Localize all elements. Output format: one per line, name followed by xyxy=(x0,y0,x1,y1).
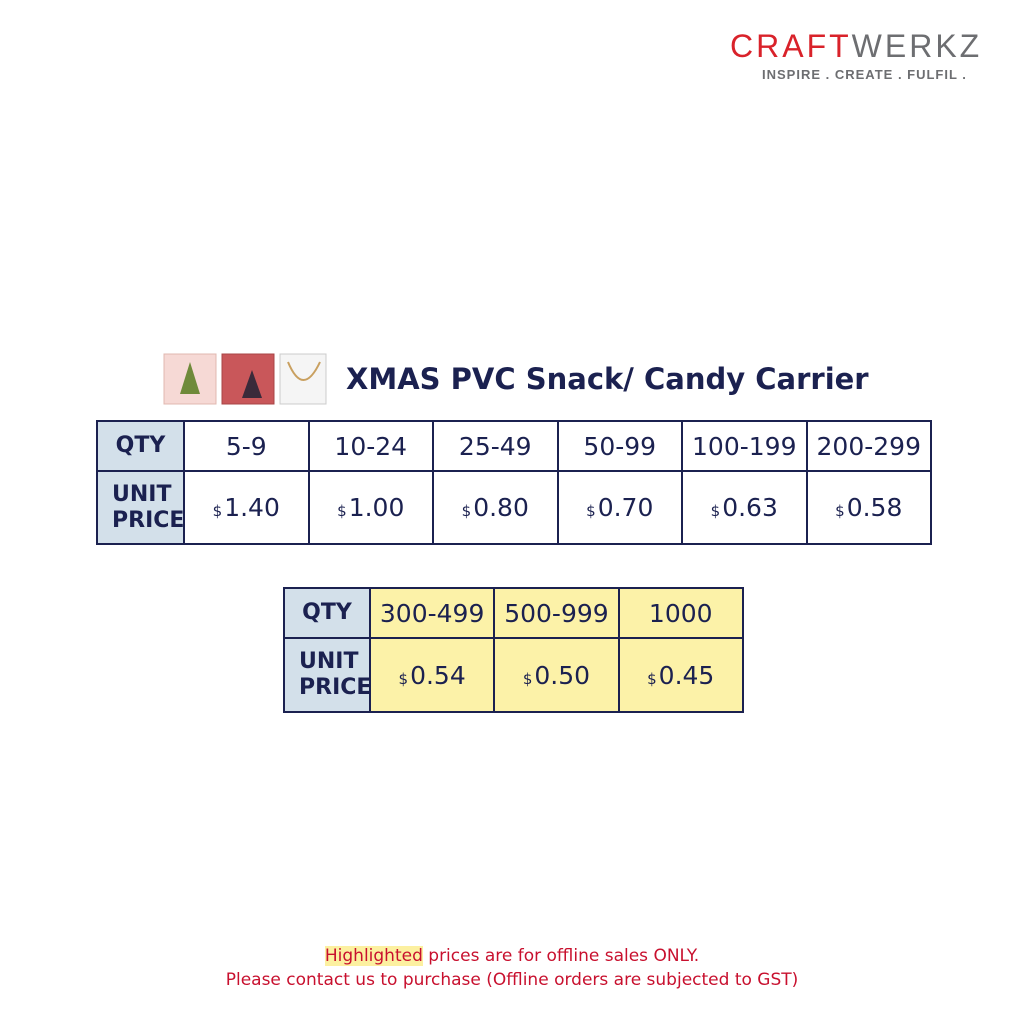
price-cell: $0.50 xyxy=(493,637,620,713)
price-cell: $0.63 xyxy=(681,470,808,545)
qty-cell: 500-999 xyxy=(493,587,620,639)
price: 0.45 xyxy=(658,660,715,690)
qty-cell: 10-24 xyxy=(307,420,434,472)
qty-cell: 1000 xyxy=(617,587,744,639)
currency: $ xyxy=(586,502,596,520)
currency: $ xyxy=(835,502,845,520)
price: 0.54 xyxy=(410,660,466,690)
price: 0.70 xyxy=(597,493,654,522)
price: 0.50 xyxy=(534,660,591,690)
qty-cell: 300-499 xyxy=(368,587,496,639)
price: 1.40 xyxy=(224,493,280,522)
logo-part: WERKZ xyxy=(851,28,983,64)
tagline: INSPIRE . CREATE . FULFIL . xyxy=(762,67,967,82)
qty-row: QTY 5-9 10-24 25-49 50-99 100-199 200-299 xyxy=(96,420,932,472)
qty-row: QTY 300-499 500-999 1000 xyxy=(283,587,744,639)
price-cell: $0.70 xyxy=(556,470,683,545)
price-cell: $0.58 xyxy=(805,470,932,545)
price: 0.63 xyxy=(722,493,778,522)
logo: CRAFTWERKZ xyxy=(730,28,982,65)
price-cell: $0.45 xyxy=(617,637,744,713)
price-cell: $0.54 xyxy=(368,637,496,713)
currency: $ xyxy=(522,669,533,688)
currency: $ xyxy=(212,502,223,520)
price: 0.80 xyxy=(473,493,529,522)
currency: $ xyxy=(337,502,347,520)
qty-label: QTY xyxy=(96,420,185,472)
currency: $ xyxy=(647,669,657,688)
footer-line: Please contact us to purchase (Offline o… xyxy=(225,970,799,990)
price-cell: $0.80 xyxy=(432,470,559,545)
product-images xyxy=(163,353,327,405)
price: 0.58 xyxy=(846,493,903,522)
product-title: XMAS PVC Snack/ Candy Carrier xyxy=(346,362,869,396)
currency: $ xyxy=(710,502,721,520)
qty-cell: 200-299 xyxy=(805,420,932,472)
qty-label: QTY xyxy=(283,587,371,639)
price: 1.00 xyxy=(348,493,405,522)
price-label: UNIT PRICE xyxy=(283,637,371,713)
price-cell: $1.40 xyxy=(183,470,310,545)
currency: $ xyxy=(461,502,472,520)
qty-cell: 100-199 xyxy=(681,420,808,472)
logo-part: CRAFT xyxy=(730,28,852,64)
price-row: UNIT PRICE $1.40 $1.00 $0.80 $0.70 $0.63 $0.58 xyxy=(96,470,932,545)
price-table: QTY 5-9 10-24 25-49 50-99 100-199 200-299 UNIT … xyxy=(96,420,932,545)
footer-line: Highlighted prices are for offline sales… xyxy=(0,946,1024,966)
price-table: QTY 300-499 500-999 1000 UNIT PRICE $0.54 $0.5… xyxy=(283,587,744,713)
currency: $ xyxy=(398,669,409,688)
price-cell: $1.00 xyxy=(307,470,434,545)
footer-text: prices are for offline sales ONLY. xyxy=(428,946,700,966)
price-label: UNIT PRICE xyxy=(96,470,185,545)
highlight: Highlighted xyxy=(324,946,423,966)
qty-cell: 50-99 xyxy=(556,420,683,472)
qty-cell: 25-49 xyxy=(432,420,559,472)
qty-cell: 5-9 xyxy=(183,420,310,472)
price-row: UNIT PRICE $0.54 $0.50 $0.45 xyxy=(283,637,744,713)
